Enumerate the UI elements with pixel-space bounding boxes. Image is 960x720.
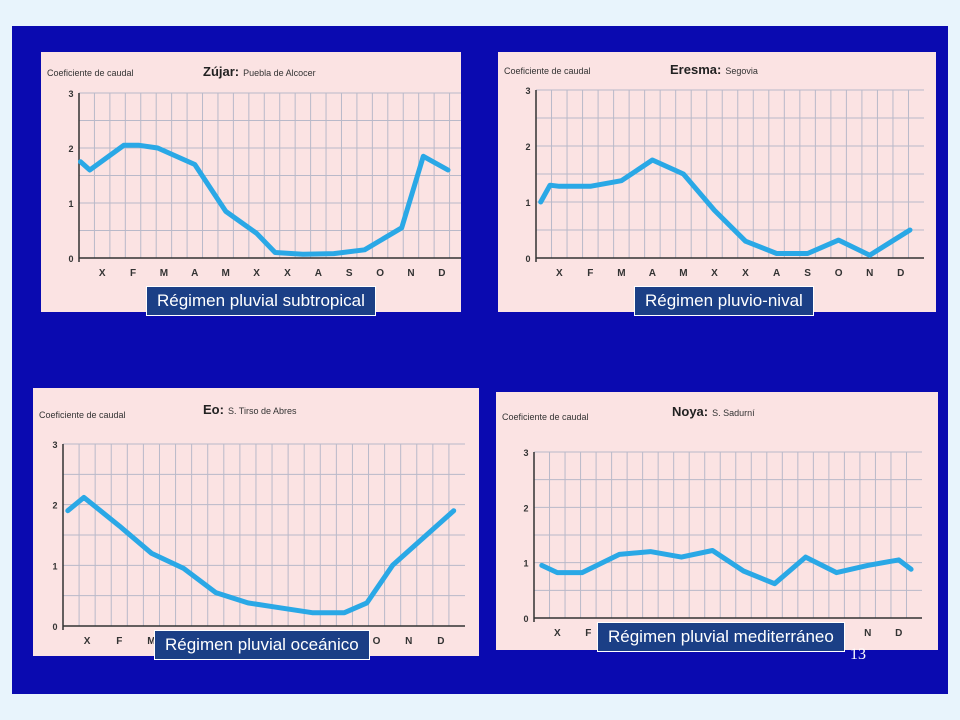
x-tick-label: N — [405, 636, 412, 647]
y-tick-label: 3 — [68, 89, 73, 99]
caption-zujar: Régimen pluvial subtropical — [146, 286, 376, 316]
caption-eresma: Régimen pluvio-nival — [634, 286, 814, 316]
x-tick-label: M — [160, 268, 168, 279]
x-tick-label: X — [253, 268, 260, 279]
y-tick-label: 2 — [52, 501, 57, 511]
y-axis-label: Coeficiente de caudal — [39, 410, 126, 420]
x-tick-label: O — [835, 268, 843, 279]
chart-subtitle: Puebla de Alcocer — [243, 68, 316, 78]
x-tick-label: A — [773, 268, 780, 279]
y-tick-label: 0 — [68, 254, 73, 264]
y-tick-label: 2 — [68, 144, 73, 154]
chart-panel-zujar: 3 2 1 0 X F M A M X X A S O N D Coeficiente de caudal Zúj… — [41, 52, 461, 312]
y-tick-label: 1 — [52, 561, 57, 571]
y-axis-label: Coeficiente de caudal — [502, 412, 589, 422]
slide-background: 3 2 1 0 X F M A M X X A S O N D Coeficiente de caudal Zúj… — [12, 26, 948, 694]
x-tick-label: A — [315, 268, 322, 279]
x-tick-label: D — [437, 636, 444, 647]
series-line — [78, 142, 451, 257]
y-tick-label: 2 — [523, 503, 528, 513]
y-tick-label: 3 — [52, 440, 57, 450]
x-tick-label: A — [649, 268, 656, 279]
x-tick-label: X — [556, 268, 563, 279]
hydrograph-eresma: 3 2 1 0 X F M A M X X A S O N D Coeficiente de caudal Ere… — [504, 62, 924, 279]
x-tick-label: S — [346, 268, 353, 279]
y-tick-label: 1 — [523, 559, 528, 569]
chart-subtitle: Segovia — [725, 66, 758, 76]
x-tick-label: F — [130, 268, 136, 279]
x-tick-label: N — [866, 268, 873, 279]
y-tick-label: 1 — [68, 199, 73, 209]
x-tick-label: A — [191, 268, 198, 279]
series-line — [539, 548, 914, 587]
x-tick-label: D — [438, 268, 445, 279]
y-tick-label: 3 — [525, 86, 530, 96]
x-tick-label: N — [407, 268, 414, 279]
y-axis-label: Coeficiente de caudal — [504, 66, 591, 76]
x-tick-label: M — [679, 268, 687, 279]
chart-subtitle: S. Tirso de Abres — [228, 406, 297, 416]
series-line — [65, 494, 457, 616]
chart-title: Eo: — [203, 402, 224, 417]
chart-subtitle: S. Sadurní — [712, 408, 755, 418]
y-tick-label: 0 — [525, 254, 530, 264]
x-tick-label: X — [742, 268, 749, 279]
y-tick-label: 1 — [525, 198, 530, 208]
x-tick-label: M — [222, 268, 230, 279]
y-tick-label: 0 — [523, 614, 528, 624]
x-tick-label: O — [373, 636, 381, 647]
x-tick-label: M — [617, 268, 625, 279]
x-tick-label: O — [376, 268, 384, 279]
slide-number: 13 — [850, 646, 866, 663]
series-line — [538, 157, 913, 258]
caption-noya: Régimen pluvial mediterráneo — [597, 622, 845, 652]
y-tick-label: 0 — [52, 622, 57, 632]
x-tick-label: N — [864, 628, 871, 639]
y-tick-label: 2 — [525, 142, 530, 152]
x-tick-label: F — [585, 628, 591, 639]
chart-title: Noya: — [672, 404, 708, 419]
x-tick-label: F — [116, 636, 122, 647]
x-tick-label: X — [554, 628, 561, 639]
x-tick-label: X — [84, 636, 91, 647]
x-tick-label: X — [99, 268, 106, 279]
y-tick-label: 3 — [523, 448, 528, 458]
chart-panel-eresma: 3 2 1 0 X F M A M X X A S O N D Coeficiente de caudal Ere… — [498, 52, 936, 312]
y-axis-label: Coeficiente de caudal — [47, 68, 134, 78]
x-tick-label: X — [284, 268, 291, 279]
chart-title: Eresma: — [670, 62, 721, 77]
x-tick-label: S — [804, 268, 811, 279]
x-tick-label: M — [147, 636, 155, 647]
x-tick-label: X — [711, 268, 718, 279]
chart-title: Zújar: — [203, 64, 239, 79]
x-tick-label: D — [897, 268, 904, 279]
x-tick-label: F — [587, 268, 593, 279]
hydrograph-zujar: 3 2 1 0 X F M A M X X A S O N D Coeficiente de caudal Zúj… — [47, 64, 461, 279]
x-tick-label: D — [895, 628, 902, 639]
caption-eo: Régimen pluvial oceánico — [154, 630, 370, 660]
